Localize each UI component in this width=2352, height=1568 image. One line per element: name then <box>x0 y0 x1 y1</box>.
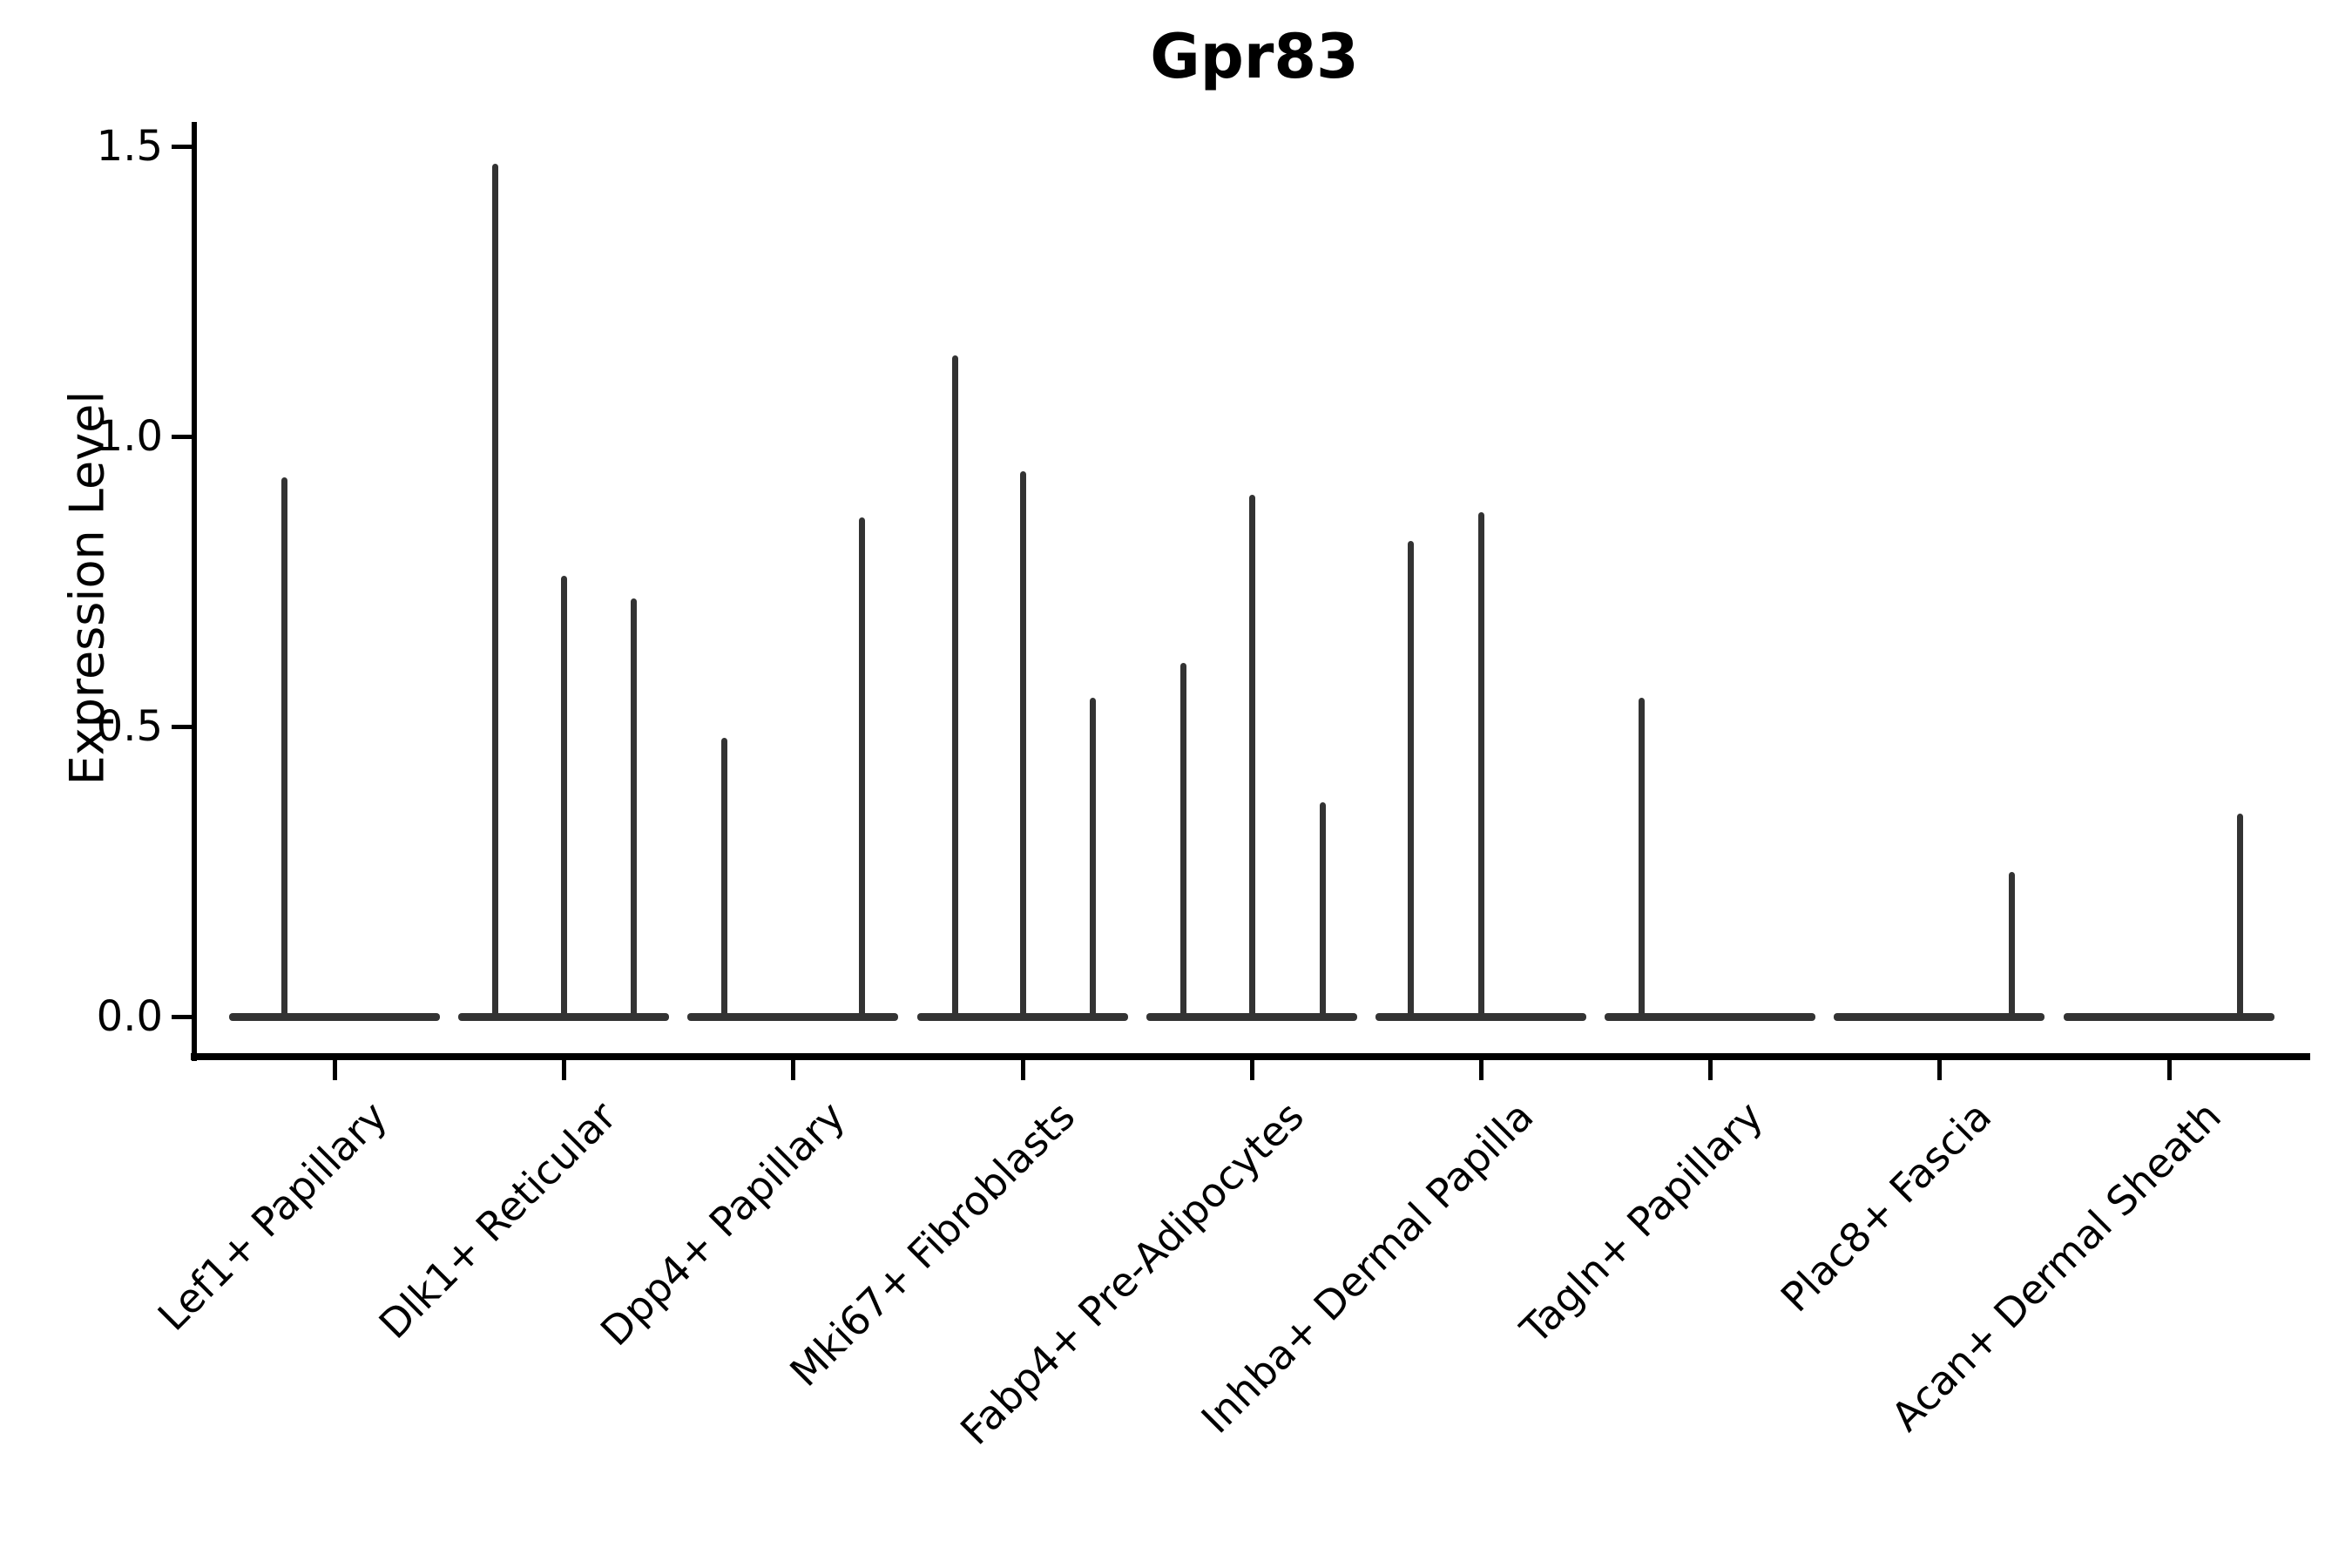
violin-baseline <box>1605 1013 1816 1021</box>
x-tick-mark <box>1249 1060 1254 1080</box>
x-tick-mark <box>333 1060 337 1080</box>
y-tick-label: 0.0 <box>96 992 163 1041</box>
x-axis-spine <box>191 1053 2310 1060</box>
y-tick-label: 0.5 <box>96 702 163 751</box>
violin-spike <box>1248 494 1255 1020</box>
x-tick-label: Dpp4+ Papillary <box>591 1092 855 1355</box>
violin-spike <box>1408 540 1414 1020</box>
violin-spike <box>951 355 958 1020</box>
violin-spike <box>631 598 638 1020</box>
y-tick-mark <box>172 145 192 149</box>
violin-baseline <box>687 1013 899 1021</box>
violin-spike <box>1089 697 1096 1020</box>
chart-title: Gpr83 <box>1150 21 1359 92</box>
violin-spike <box>561 575 568 1020</box>
violin-spike <box>1639 697 1646 1020</box>
x-tick-label: Dlk1+ Reticular <box>369 1092 625 1348</box>
violin-spike <box>1019 470 1026 1020</box>
x-tick-mark <box>1937 1060 1943 1080</box>
violin-baseline <box>1834 1013 2045 1021</box>
y-tick-mark <box>172 435 192 439</box>
violin-baseline <box>2063 1013 2274 1021</box>
y-tick-mark <box>172 1015 192 1019</box>
violin-baseline <box>229 1013 440 1021</box>
violin-spike <box>721 738 728 1020</box>
x-tick-mark <box>791 1060 796 1080</box>
x-tick-mark <box>562 1060 567 1080</box>
violin-spike <box>1179 662 1186 1020</box>
violin-spike <box>859 517 866 1020</box>
violin-spike <box>492 163 499 1020</box>
y-tick-label: 1.0 <box>96 412 163 461</box>
x-tick-label: Tagln+ Papillary <box>1511 1092 1772 1353</box>
violin-spike <box>281 476 287 1020</box>
x-tick-label: Plac8+ Fascia <box>1772 1092 2001 1321</box>
y-tick-mark <box>172 725 192 729</box>
x-tick-mark <box>1020 1060 1025 1080</box>
violin-spike <box>1319 801 1326 1020</box>
x-tick-label: Lef1+ Papillary <box>148 1092 396 1340</box>
violin-spike <box>2236 813 2243 1020</box>
x-tick-mark <box>1479 1060 1484 1080</box>
violin-spike <box>2009 871 2016 1020</box>
y-tick-label: 1.5 <box>96 122 163 171</box>
y-axis-spine <box>192 122 197 1061</box>
violin-spike <box>1478 511 1484 1020</box>
x-tick-mark <box>2166 1060 2172 1080</box>
x-tick-mark <box>1708 1060 1713 1080</box>
